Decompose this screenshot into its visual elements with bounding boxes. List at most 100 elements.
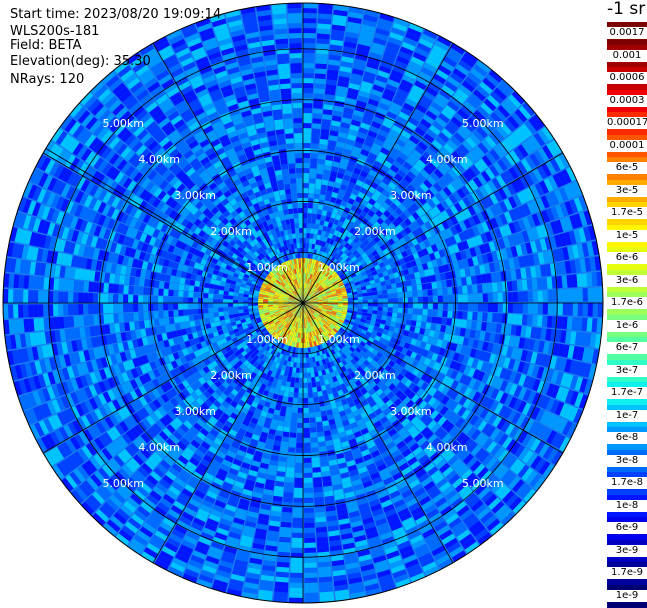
data-cell (303, 53, 315, 58)
data-cell (306, 243, 309, 248)
data-cell (457, 311, 463, 319)
data-cell (304, 578, 317, 583)
data-cell (383, 303, 388, 307)
data-cell (583, 288, 588, 301)
data-cell (431, 282, 437, 289)
data-cell (303, 23, 316, 28)
data-cell (312, 133, 320, 139)
data-cell (307, 223, 311, 228)
data-cell (373, 295, 378, 299)
data-cell (532, 278, 538, 289)
data-cell (528, 291, 533, 302)
data-cell (523, 303, 528, 314)
data-cell (306, 358, 309, 363)
data-cell (303, 228, 307, 233)
data-cell (438, 303, 443, 310)
data-cell (279, 416, 285, 422)
data-cell (280, 446, 288, 452)
data-cell (289, 442, 296, 447)
data-cell (296, 438, 303, 443)
data-cell (287, 402, 292, 408)
data-cell (319, 576, 332, 582)
data-cell (278, 421, 285, 427)
data-cell (303, 93, 313, 98)
data-cell (293, 508, 303, 513)
data-cell (304, 408, 309, 413)
data-cell (291, 548, 303, 553)
data-cell (312, 382, 317, 387)
data-cell (321, 461, 329, 467)
data-cell (314, 497, 324, 503)
data-cell (321, 184, 327, 190)
data-cell (316, 532, 327, 538)
data-cell (318, 441, 325, 447)
data-cell (277, 557, 289, 563)
data-cell (437, 288, 443, 295)
data-cell (587, 318, 593, 332)
data-cell (518, 291, 523, 301)
data-cell (312, 209, 317, 215)
data-cell (441, 280, 447, 287)
data-cell (568, 303, 573, 316)
data-cell (421, 322, 427, 329)
data-cell (543, 290, 548, 302)
data-cell (428, 296, 433, 302)
data-cell (307, 218, 311, 223)
data-cell (304, 423, 310, 428)
data-cell (588, 303, 593, 317)
data-cell (547, 277, 553, 289)
data-cell (308, 203, 313, 208)
data-cell (312, 213, 317, 218)
data-cell (303, 398, 308, 403)
data-cell (313, 98, 323, 104)
data-cell (333, 301, 338, 303)
data-cell (318, 159, 325, 165)
data-cell (317, 547, 329, 553)
data-cell (308, 193, 313, 198)
data-cell (388, 307, 393, 311)
data-cell (303, 83, 313, 88)
data-cell (304, 438, 311, 443)
data-cell (387, 289, 393, 294)
data-cell (303, 343, 305, 348)
data-cell (383, 299, 388, 303)
data-cell (297, 433, 303, 438)
data-cell (291, 563, 303, 568)
data-cell (285, 417, 291, 423)
data-cell (303, 18, 316, 23)
data-cell (482, 284, 488, 293)
data-cell (304, 443, 311, 448)
data-cell (313, 482, 322, 488)
data-cell (311, 442, 318, 448)
data-cell (304, 533, 315, 538)
data-cell (303, 173, 309, 178)
data-cell (296, 373, 300, 378)
data-cell (548, 290, 553, 302)
data-cell (286, 407, 292, 413)
data-cell (304, 543, 316, 548)
data-cell (477, 284, 483, 293)
data-cell (278, 547, 290, 553)
data-cell (303, 238, 306, 243)
data-cell (598, 303, 603, 317)
data-cell (304, 508, 314, 513)
data-cell (432, 317, 438, 324)
data-cell (315, 63, 327, 69)
data-cell (297, 423, 303, 428)
data-cell (315, 512, 325, 518)
data-cell (275, 582, 289, 588)
data-cell (393, 308, 398, 313)
data-cell (412, 309, 417, 315)
data-cell (593, 303, 598, 317)
data-cell (303, 33, 316, 38)
data-cell (299, 378, 303, 383)
data-cell (467, 285, 473, 293)
data-cell (296, 368, 300, 373)
data-cell (557, 316, 563, 328)
data-cell (317, 537, 329, 543)
data-cell (317, 426, 324, 432)
data-cell (411, 279, 417, 285)
data-cell (582, 318, 588, 332)
data-cell (503, 292, 508, 302)
data-cell (412, 285, 418, 291)
